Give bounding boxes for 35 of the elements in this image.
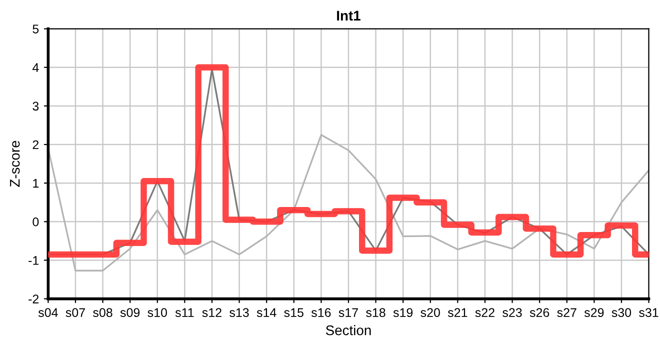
x-tick-label: s17 [338,308,358,318]
x-tick-label: s11 [175,308,194,318]
y-tick-label: 4 [32,63,39,72]
y-axis-title: Z-score [10,140,20,187]
chart-title: Int1 [337,10,360,21]
x-tick-label: s23 [502,308,522,318]
x-tick-label: s09 [120,308,140,318]
x-tick-label: s29 [584,308,604,318]
x-tick-label: s15 [284,308,304,318]
x-tick-label: s20 [420,308,440,318]
x-tick-label: s22 [475,308,494,318]
x-tick-label: s14 [256,308,276,318]
x-tick-label: s10 [148,308,167,318]
x-tick-label: s04 [38,308,58,318]
x-tick-label: s18 [366,308,386,318]
x-tick-label: s31 [639,308,658,318]
x-tick-label: s12 [202,308,222,318]
x-tick-label: s26 [530,308,550,318]
x-tick-label: s21 [448,308,468,318]
y-tick-label: -1 [28,256,39,265]
y-tick-label: 0 [32,217,39,226]
x-tick-label: s19 [393,308,413,318]
y-tick-label: 1 [33,179,39,188]
y-tick-label: 5 [32,24,39,34]
x-tick-label: s16 [311,308,331,318]
y-tick-label: 2 [32,140,39,150]
line-series [48,134,649,272]
x-axis-title: Section [326,325,371,336]
y-tick-label: -2 [28,294,39,304]
x-tick-label: s08 [93,308,112,318]
x-tick-label: s13 [230,308,249,318]
y-tick-label: 3 [32,102,39,111]
x-tick-label: s30 [612,308,632,318]
x-tick-label: s27 [557,308,576,318]
x-tick-label: s07 [66,308,85,318]
